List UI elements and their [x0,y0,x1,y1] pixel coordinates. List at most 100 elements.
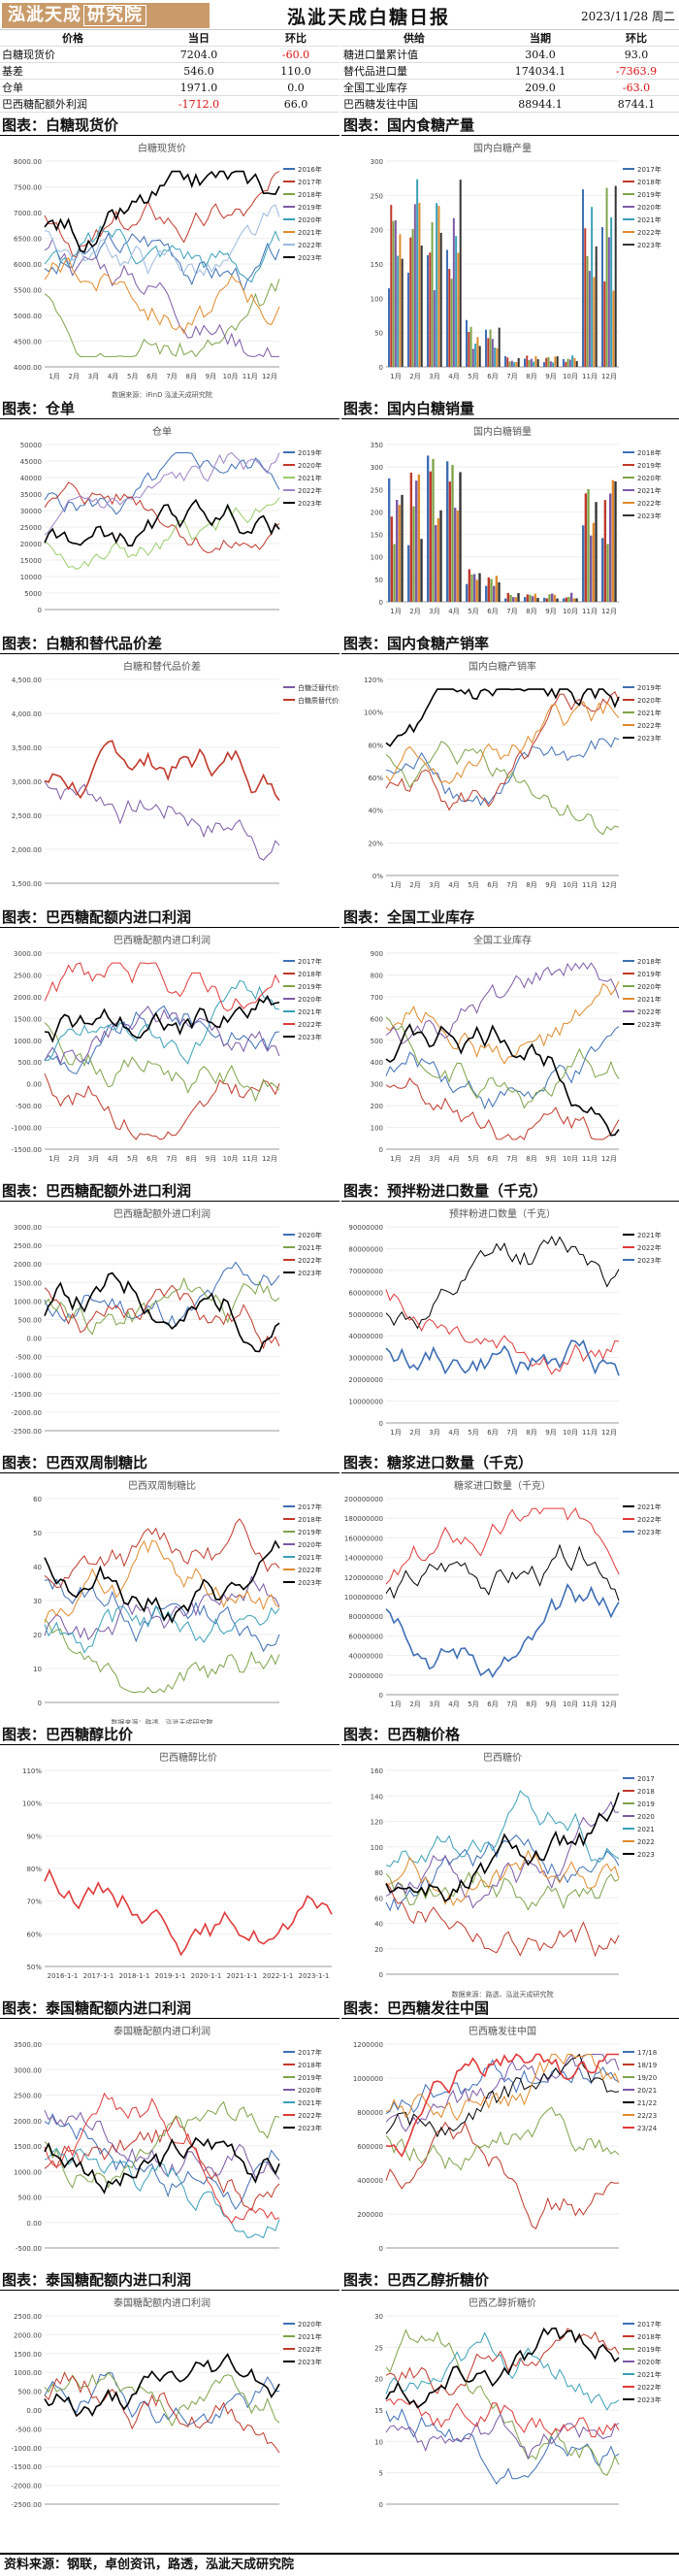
section-header: 图表：巴西糖配额内进口利润 [0,907,340,928]
x-tick-label: 12月 [601,608,617,615]
bar [436,203,438,367]
price-table-row-name: 仓单 [0,79,146,96]
bar [427,254,429,367]
y-tick-label: 60% [368,775,383,782]
series-line [44,2371,280,2427]
bar [506,592,510,602]
legend-label: 2019年 [637,683,662,692]
bar [448,481,452,602]
x-tick-label: 5月 [468,1155,478,1163]
y-tick-label: -2500.00 [12,2501,42,2509]
bar [494,347,497,367]
bar [545,357,548,367]
chart-svg: 国内白糖销量 350 300 250 200 150 100 50 0 1月 2月 3月 4月 5月 6月 7… [371,425,662,615]
bar [485,329,487,367]
y-tick-label: 2,000.00 [12,846,42,854]
y-tick-label: 40 [374,1921,383,1929]
chart-9: 巴西糖配额外进口利润 3000.00 2500.00 2000.00 1500.00 10… [0,1204,340,1456]
supply-table-row-name: 替代品进口量 [341,62,487,80]
bar [432,458,435,602]
bar [605,187,608,367]
x-tick-label: 2月 [409,1155,420,1163]
y-tick-label: -500.00 [16,1103,42,1110]
bar [418,203,421,367]
supply-table-row-name: 全国工业库存 [341,79,487,96]
bar [554,356,557,367]
bar [493,585,496,602]
y-tick-label: 25000 [20,524,42,532]
x-tick-label: 1月 [48,1155,59,1163]
legend-label: 2023年 [298,1269,322,1277]
series-line [44,1022,280,1103]
price-table-row-change: -60.0 [252,46,340,63]
legend-label: 2017年 [637,165,662,174]
x-tick-label: 2016-1-1 [48,1972,79,1980]
y-tick-label: 1000.00 [14,1298,42,1305]
x-tick-label: 8月 [526,1155,536,1163]
x-tick-label: 3月 [429,881,439,889]
bar [595,502,598,602]
x-tick-label: 8月 [526,373,536,380]
chart-17: 泰国糖配额内进口利润 2500.00 2000.00 1500.00 1000.00 50… [0,2293,340,2529]
legend-label: 2022年 [637,1007,662,1016]
logo-box-text: 研究院 [83,5,146,26]
y-tick-label: -1500.00 [12,1146,42,1154]
bar [459,180,462,367]
x-tick-label: 7月 [506,1429,517,1437]
legend-label: 2018年 [637,178,662,186]
series-line [44,2147,280,2239]
bar [475,579,479,602]
bar [412,506,415,602]
y-tick-label: 0.00 [26,1081,42,1089]
x-tick-label: 11月 [582,1701,598,1708]
section-header: 图表：巴西双周制糖比 [0,1452,340,1473]
bar [478,573,481,602]
series-line [385,1792,620,1902]
y-tick-label: 500.00 [18,2195,43,2202]
legend-label: 2022年 [637,1243,662,1252]
y-tick-label: 60 [33,1496,42,1503]
bar [536,359,539,367]
bar [512,597,515,602]
bar [524,597,527,602]
x-tick-label: 8月 [186,373,197,380]
bar [568,359,571,367]
series-line [385,2328,620,2476]
bar [526,355,529,367]
y-tick-label: 50% [26,1964,42,1971]
bar [572,598,576,602]
y-tick-label: 0 [379,2245,383,2253]
x-tick-label: 2017-1-1 [83,1972,114,1980]
legend-label: 2023年 [637,1528,662,1536]
bar [528,359,531,367]
y-tick-label: 2000.00 [14,1261,42,1269]
y-tick-label: 3500.00 [14,2041,42,2049]
y-tick-label: 100 [371,295,383,303]
x-tick-label: 6月 [487,1701,498,1708]
x-tick-label: 1月 [390,881,401,889]
price-table-row-value: 1971.0 [146,79,252,96]
series-line [385,2327,620,2409]
y-tick-label: 1,500.00 [12,880,42,888]
bar [435,525,437,602]
y-tick-label: 10000 [20,574,42,581]
chart-2: 国内白糖产量 300 250 200 150 100 50 0 1月 2月 3月 4月 5月 6月 7月 8月… [341,138,679,400]
bar [466,319,468,367]
chart-svg: 巴西乙醇折糖价 30 25 20 15 10 5 0 2017年 2018年 2019年 2020年 2… [374,2296,662,2509]
bar [517,593,520,602]
price-table-row-value: 546.0 [146,62,252,80]
y-tick-label: -500.00 [16,2426,42,2433]
y-tick-label: 160 [371,1767,383,1775]
bar [532,596,534,602]
bar [607,237,610,367]
y-tick-label: 600000 [357,2143,383,2151]
y-tick-label: 0.00 [26,2407,42,2415]
x-tick-label: 2月 [409,608,420,615]
series-line [44,481,280,554]
y-tick-label: -2500.00 [12,1428,42,1436]
series-line [44,1867,333,1957]
y-tick-label: 25 [374,2344,383,2352]
x-tick-label: 8月 [526,608,536,615]
x-tick-label: 3月 [429,373,439,380]
series-line [44,2112,280,2210]
